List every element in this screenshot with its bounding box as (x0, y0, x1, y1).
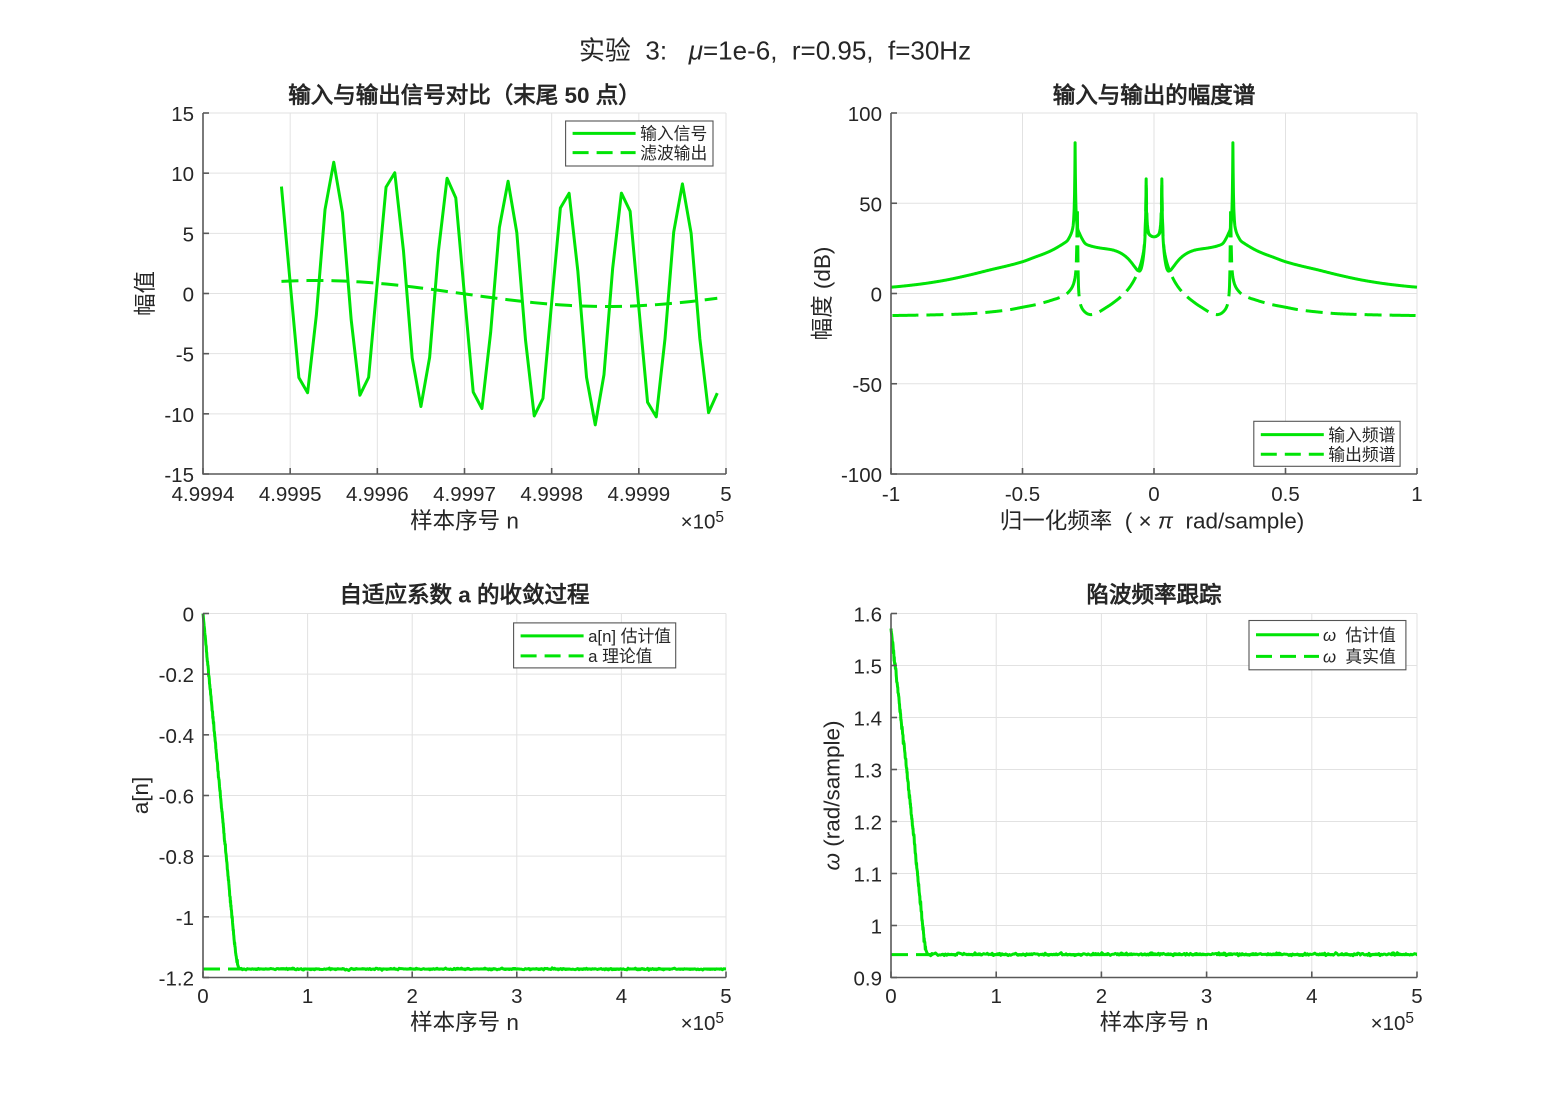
svg-text:自适应系数 a 的收敛过程: 自适应系数 a 的收敛过程 (339, 582, 590, 608)
svg-text:3: 3 (511, 985, 522, 1008)
svg-text:归一化频率 ( × π rad/sample): 归一化频率 ( × π rad/sample) (1000, 509, 1305, 534)
svg-text:输入与输出的幅度谱: 输入与输出的幅度谱 (1053, 82, 1256, 108)
svg-text:100: 100 (848, 103, 882, 126)
svg-text:ω (rad/sample): ω (rad/sample) (820, 720, 845, 870)
svg-text:1.1: 1.1 (854, 864, 883, 887)
svg-text:-10: -10 (164, 404, 194, 427)
svg-text:样本序号 n: 样本序号 n (410, 1010, 519, 1035)
svg-text:1: 1 (990, 985, 1001, 1008)
svg-text:-100: -100 (841, 464, 882, 487)
svg-text:-5: -5 (176, 344, 194, 367)
svg-text:输出频谱: 输出频谱 (1328, 445, 1395, 464)
svg-text:1.5: 1.5 (854, 656, 883, 679)
svg-text:-1: -1 (882, 483, 900, 506)
svg-text:0.5: 0.5 (1271, 483, 1300, 506)
svg-text:-0.4: -0.4 (159, 725, 194, 748)
svg-text:样本序号 n: 样本序号 n (410, 509, 519, 534)
svg-text:1.6: 1.6 (854, 604, 883, 627)
svg-text:2: 2 (406, 985, 417, 1008)
svg-text:-0.2: -0.2 (159, 664, 194, 687)
svg-text:样本序号 n: 样本序号 n (1100, 1010, 1209, 1035)
svg-text:4.9996: 4.9996 (346, 483, 409, 506)
svg-text:-1.2: -1.2 (159, 968, 194, 991)
svg-text:a[n]: a[n] (128, 777, 153, 815)
svg-text:4.9999: 4.9999 (607, 483, 670, 506)
svg-text:1.2: 1.2 (854, 812, 883, 835)
svg-text:幅值: 幅值 (133, 271, 158, 316)
svg-text:0: 0 (197, 985, 208, 1008)
svg-text:2: 2 (1096, 985, 1107, 1008)
svg-text:15: 15 (171, 103, 194, 126)
svg-text:4.9994: 4.9994 (172, 483, 235, 506)
svg-text:4.9995: 4.9995 (259, 483, 322, 506)
svg-text:4.9998: 4.9998 (520, 483, 583, 506)
svg-text:5: 5 (720, 483, 731, 506)
svg-text:-0.8: -0.8 (159, 846, 194, 869)
svg-text:ω 真实值: ω 真实值 (1323, 648, 1396, 667)
svg-text:ω 估计值: ω 估计值 (1323, 626, 1396, 645)
svg-text:5: 5 (183, 223, 194, 246)
svg-text:0.9: 0.9 (854, 968, 883, 991)
svg-text:输入信号: 输入信号 (640, 125, 707, 144)
svg-text:-0.5: -0.5 (1005, 483, 1040, 506)
svg-text:4: 4 (616, 985, 627, 1008)
svg-text:0: 0 (885, 985, 896, 1008)
svg-text:-15: -15 (164, 464, 194, 487)
svg-text:-1: -1 (176, 907, 194, 930)
svg-text:1: 1 (1411, 483, 1422, 506)
svg-text:10: 10 (171, 163, 194, 186)
svg-text:滤波输出: 滤波输出 (640, 144, 707, 163)
svg-text:50: 50 (859, 193, 882, 216)
svg-text:实验 3: μ=1e-6, r=0.95, f=3: 实验 3: μ=1e-6, r=0.95, f=30Hz (579, 35, 971, 65)
svg-text:4: 4 (1306, 985, 1317, 1008)
svg-text:5: 5 (1411, 985, 1422, 1008)
svg-text:a 理论值: a 理论值 (588, 647, 653, 666)
svg-text:5: 5 (720, 985, 731, 1008)
svg-text:1.3: 1.3 (854, 760, 883, 783)
svg-text:0: 0 (1148, 483, 1159, 506)
svg-text:0: 0 (183, 284, 194, 307)
svg-text:1.4: 1.4 (854, 708, 883, 731)
svg-text:0: 0 (871, 284, 882, 307)
svg-text:0: 0 (183, 604, 194, 627)
svg-text:-0.6: -0.6 (159, 786, 194, 809)
svg-text:1: 1 (871, 916, 882, 939)
svg-text:-50: -50 (852, 374, 882, 397)
svg-text:输入与输出信号对比（末尾 50 点）: 输入与输出信号对比（末尾 50 点） (288, 82, 641, 108)
svg-text:陷波频率跟踪: 陷波频率跟踪 (1086, 582, 1222, 608)
svg-text:幅度 (dB): 幅度 (dB) (810, 247, 835, 341)
svg-text:3: 3 (1201, 985, 1212, 1008)
svg-text:输入频谱: 输入频谱 (1328, 426, 1395, 445)
svg-text:1: 1 (302, 985, 313, 1008)
svg-text:4.9997: 4.9997 (433, 483, 496, 506)
svg-text:a[n] 估计值: a[n] 估计值 (588, 627, 671, 646)
